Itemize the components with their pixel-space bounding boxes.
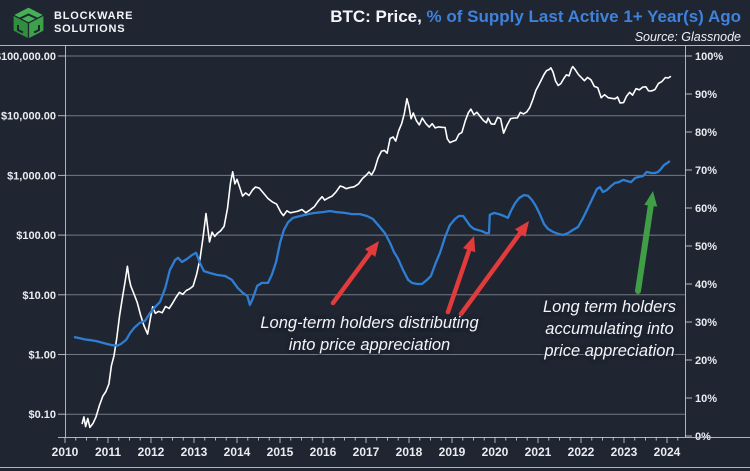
chart-title-price: BTC: Price, bbox=[330, 7, 422, 26]
arrow-head-3 bbox=[644, 191, 658, 207]
x-tick-label: 2020 bbox=[482, 445, 509, 459]
y-right-tick-label: 50% bbox=[695, 241, 717, 253]
x-tick-label: 2010 bbox=[52, 445, 79, 459]
x-tick-label: 2011 bbox=[95, 445, 121, 459]
x-tick-label: 2016 bbox=[310, 445, 337, 459]
series-supply-last-active bbox=[73, 160, 671, 347]
logo-line-1: BLOCKWARE bbox=[54, 10, 134, 22]
bottom-divider bbox=[0, 467, 750, 468]
series-btc-price bbox=[81, 65, 672, 429]
chart-title-supply: % of Supply Last Active 1+ Year(s) Ago bbox=[421, 7, 741, 26]
y-right-tick-label: 100% bbox=[695, 51, 723, 63]
y-right-tick-label: 60% bbox=[695, 203, 717, 215]
x-tick-label: 2012 bbox=[138, 445, 165, 459]
source-attribution: Source: Glassnode bbox=[634, 30, 741, 44]
x-tick-label: 2021 bbox=[525, 445, 552, 459]
x-tick-label: 2024 bbox=[654, 445, 681, 459]
arrow-head-1 bbox=[462, 236, 476, 253]
annotation-distributing: Long-term holders distributing into pric… bbox=[260, 314, 479, 354]
y-left-tick-label: $0.10 bbox=[28, 409, 56, 421]
y-left-tick-label: $1.00 bbox=[28, 350, 56, 362]
logo-wordmark: BLOCKWARE SOLUTIONS bbox=[54, 10, 133, 36]
x-tick-label: 2019 bbox=[439, 445, 466, 459]
x-tick-label: 2022 bbox=[568, 445, 595, 459]
y-right-tick-label: 10% bbox=[695, 393, 717, 405]
arrow-shaft-3 bbox=[635, 202, 654, 294]
x-tick-label: 2017 bbox=[353, 445, 380, 459]
x-tick-label: 2013 bbox=[181, 445, 208, 459]
arrow-shaft-1 bbox=[445, 247, 472, 315]
logo-line-2: SOLUTIONS bbox=[54, 23, 126, 35]
y-right-tick-label: 40% bbox=[695, 279, 717, 291]
annotation-accumulating: Long term holders accumulating into pric… bbox=[543, 298, 676, 360]
y-right-tick-label: 90% bbox=[695, 89, 717, 101]
y-right-tick-label: 80% bbox=[695, 127, 717, 139]
header-divider bbox=[0, 45, 750, 46]
y-left-tick-label: $100,000.00 bbox=[0, 51, 56, 63]
arrow-shaft-2 bbox=[458, 230, 523, 317]
cube-logo-icon bbox=[11, 6, 46, 40]
chart-title: BTC: Price, % of Supply Last Active 1+ Y… bbox=[330, 7, 741, 27]
y-right-tick-label: 20% bbox=[695, 355, 717, 367]
y-left-tick-label: $10,000.00 bbox=[1, 111, 56, 123]
x-tick-label: 2014 bbox=[224, 445, 251, 459]
y-left-tick-label: $1,000.00 bbox=[7, 170, 56, 182]
arrow-shaft-0 bbox=[330, 250, 373, 306]
y-left-tick-label: $100.00 bbox=[16, 230, 56, 242]
x-tick-label: 2018 bbox=[396, 445, 423, 459]
x-tick-label: 2015 bbox=[267, 445, 294, 459]
y-left-tick-label: $10.00 bbox=[22, 290, 56, 302]
blockware-logo: BLOCKWARE SOLUTIONS bbox=[10, 5, 133, 41]
y-right-tick-label: 30% bbox=[695, 317, 717, 329]
arrow-head-0 bbox=[364, 241, 379, 257]
x-tick-label: 2023 bbox=[611, 445, 638, 459]
arrow-head-2 bbox=[514, 221, 529, 237]
y-right-tick-label: 70% bbox=[695, 165, 717, 177]
